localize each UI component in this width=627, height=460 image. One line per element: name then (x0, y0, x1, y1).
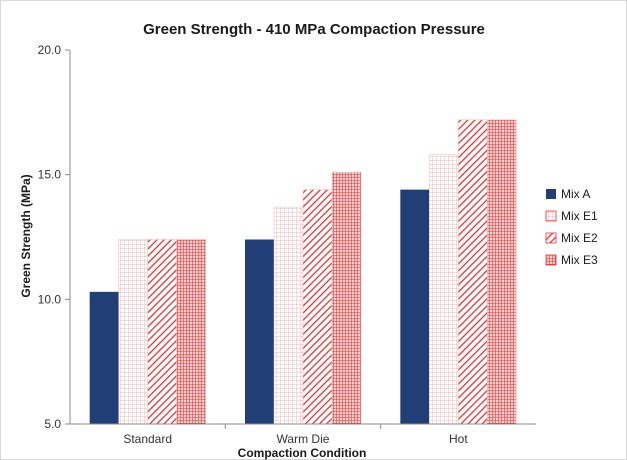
legend-label: Mix E2 (561, 231, 598, 245)
chart-title: Green Strength - 410 MPa Compaction Pres… (143, 21, 485, 38)
bar-mix-a (89, 291, 119, 424)
bar-mix-a (400, 189, 430, 424)
bar-mix-e1 (273, 206, 304, 425)
y-tick-label: 15.0 (38, 168, 62, 182)
bar-mix-e3 (487, 119, 517, 425)
bars-group (89, 119, 517, 425)
bar-mix-e2 (302, 189, 333, 425)
bar-mix-e3 (331, 171, 362, 425)
x-tick-label: Standard (123, 432, 172, 446)
legend-label: Mix E3 (561, 253, 598, 267)
y-tick-label: 5.0 (44, 417, 61, 431)
y-axis: 5.0 10.0 15.0 20.0 (38, 43, 70, 431)
legend: Mix A Mix E1 Mix E2 Mix E3 (545, 187, 598, 267)
y-tick-label: 10.0 (38, 292, 62, 306)
bar-mix-a (245, 239, 274, 424)
legend-swatch-mix-a (546, 189, 556, 199)
legend-swatch-mix-e3 (545, 254, 557, 266)
bar-mix-e1 (429, 154, 459, 425)
bar-mix-e3 (176, 239, 206, 425)
y-axis-label: Green Strength (MPa) (19, 174, 33, 297)
bar-mix-e2 (458, 119, 488, 425)
y-tick-label: 20.0 (38, 43, 62, 57)
bar-mix-e2 (147, 239, 177, 425)
legend-label: Mix A (561, 187, 590, 201)
legend-label: Mix E1 (561, 209, 598, 223)
x-tick-label: Hot (449, 432, 468, 446)
legend-swatch-mix-e2 (545, 232, 557, 244)
bar-mix-e1 (118, 239, 148, 425)
x-tick-label: Warm Die (277, 432, 330, 446)
x-axis-label: Compaction Condition (238, 446, 367, 460)
legend-swatch-mix-e1 (545, 210, 557, 222)
x-axis: Standard Warm Die Hot (123, 424, 468, 446)
